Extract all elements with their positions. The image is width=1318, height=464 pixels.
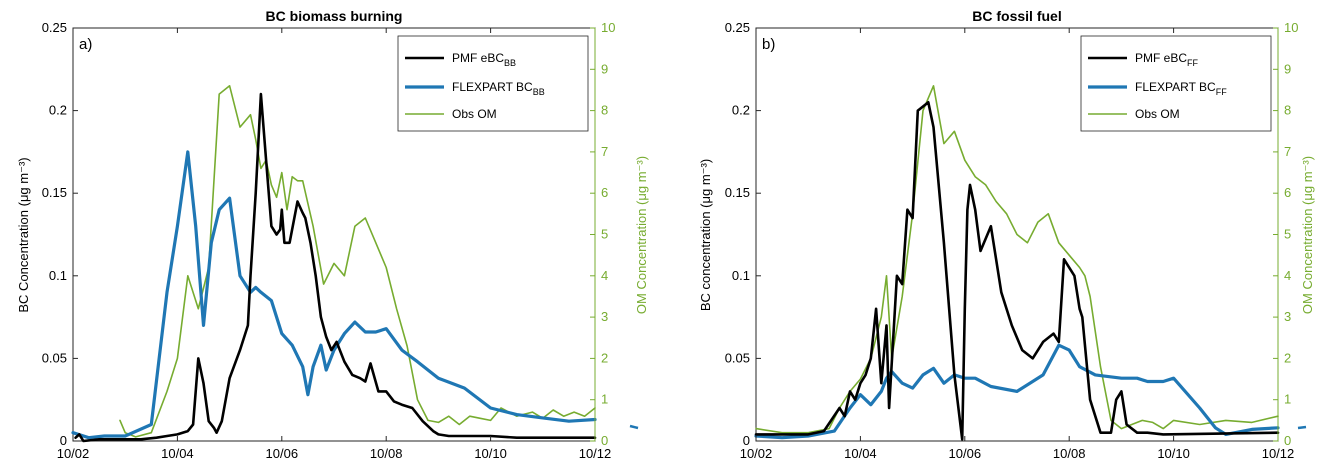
panel-b-y-axis-label: BC concentration (μg m⁻³) xyxy=(698,159,713,311)
panel-a-label: a) xyxy=(79,36,92,53)
panel-a-y-tick-label: 0.05 xyxy=(42,350,67,365)
panel-a-legend-label-flexpart: FLEXPART BCBB xyxy=(452,80,545,97)
panel-a-x-tick-label: 10/06 xyxy=(266,446,299,461)
panel-a-x-tick-label: 10/02 xyxy=(57,446,90,461)
panel-b-y-tick-label: 0.25 xyxy=(725,20,750,35)
panel-a: 10/02 10/04 10/06 10/08 10/10 10/12 00.050.10… xyxy=(16,8,649,461)
panel-b-legend-box xyxy=(1080,35,1272,132)
panel-b-y-tick-label: 0.05 xyxy=(725,350,750,365)
panel-a-y2-tick-label: 0 xyxy=(601,433,608,448)
panel-b-y2-tick-label: 6 xyxy=(1284,185,1291,200)
panel-b-x-tick-label: 10/12 xyxy=(1262,446,1295,461)
panel-b-x-tick-label: 10/08 xyxy=(1053,446,1086,461)
panel-a-title: BC biomass burning xyxy=(266,8,403,24)
panel-a-series-flexpart-bc xyxy=(71,150,597,440)
panel-a-y-ticks: 0 0.05 0.1 0.15 0.2 0.25 xyxy=(42,20,78,448)
panel-b-x-tick-label: 10/04 xyxy=(844,446,877,461)
panel-b-y2-axis-label: OM Concentration (μg m⁻³) xyxy=(1300,156,1315,314)
panel-a-legend: PMF eBCBB FLEXPART BCBB Obs OM xyxy=(397,35,589,132)
panel-b: 10/02 10/04 10/06 10/08 10/10 10/12 00.050.10… xyxy=(698,8,1315,461)
panel-b-y2-tick-label: 1 xyxy=(1284,392,1291,407)
panel-a-y2-axis-label: OM Concentration (μg m⁻³) xyxy=(634,156,649,314)
panel-b-y-tick-label: 0 xyxy=(743,433,750,448)
panel-b-x-tick-label: 10/06 xyxy=(949,446,982,461)
panel-b-y-tick-label: 0.2 xyxy=(732,103,750,118)
panel-a-y-tick-label: 0.1 xyxy=(49,268,67,283)
panel-a-legend-label-obs: Obs OM xyxy=(452,107,497,121)
panel-b-legend-label-obs: Obs OM xyxy=(1135,107,1180,121)
panel-b-x-tick-label: 10/10 xyxy=(1157,446,1190,461)
panel-a-y2-tick-label: 2 xyxy=(601,350,608,365)
panel-a-series-pmf-ebc xyxy=(74,92,597,443)
panel-a-x-ticks: 10/02 10/04 10/06 10/08 10/10 10/12 xyxy=(57,28,612,461)
panel-a-y-tick-label: 0.15 xyxy=(42,185,67,200)
panel-b-y2-tick-label: 5 xyxy=(1284,227,1291,242)
panel-a-y2-tick-label: 7 xyxy=(601,144,608,159)
panel-a-y2-tick-label: 8 xyxy=(601,103,608,118)
panel-b-label: b) xyxy=(762,36,775,53)
panel-a-y-axis-label: BC Concentration (μg m⁻³) xyxy=(16,157,31,312)
panel-b-y2-tick-label: 8 xyxy=(1284,103,1291,118)
panel-a-x-tick-label: 10/04 xyxy=(161,446,194,461)
panel-b-y2-tick-label: 7 xyxy=(1284,144,1291,159)
panel-b-y2-tick-label: 9 xyxy=(1284,61,1291,76)
panel-a-y2-tick-label: 9 xyxy=(601,61,608,76)
panel-a-y2-tick-label: 5 xyxy=(601,227,608,242)
panel-a-series xyxy=(71,85,597,443)
panel-b-y2-tick-label: 10 xyxy=(1284,20,1298,35)
panel-b-title: BC fossil fuel xyxy=(972,8,1061,24)
panel-b-y2-tick-label: 0 xyxy=(1284,433,1291,448)
panel-b-y-tick-label: 0.1 xyxy=(732,268,750,283)
panel-b-y-tick-label: 0.15 xyxy=(725,185,750,200)
panel-b-y2-tick-label: 2 xyxy=(1284,350,1291,365)
panel-b-series-flexpart-bc xyxy=(754,343,1280,440)
panel-b-series xyxy=(754,85,1280,441)
panel-a-y2-tick-label: 4 xyxy=(601,268,608,283)
panel-a-stray-mark xyxy=(629,424,639,430)
panel-b-x-tick-label: 10/02 xyxy=(740,446,773,461)
panel-b-legend-label-pmf: PMF eBCFF xyxy=(1135,51,1199,68)
panel-a-y2-tick-label: 3 xyxy=(601,309,608,324)
panel-b-y2-ticks: 0 1 2 3 4 5 6 7 8 9 10 xyxy=(1273,20,1298,448)
panel-b-series-pmf-ebc xyxy=(754,101,1280,441)
panel-a-y2-tick-label: 6 xyxy=(601,185,608,200)
panel-a-x-tick-label: 10/12 xyxy=(579,446,612,461)
panel-a-y2-ticks: 0 1 2 3 4 5 6 7 8 9 10 xyxy=(590,20,615,448)
panel-b-y2-tick-label: 3 xyxy=(1284,309,1291,324)
panel-a-y2-tick-label: 10 xyxy=(601,20,615,35)
panel-a-x-tick-label: 10/08 xyxy=(370,446,403,461)
panel-b-legend-label-flexpart: FLEXPART BCFF xyxy=(1135,80,1227,97)
panel-b-stray-mark xyxy=(1297,425,1307,430)
panel-a-x-tick-label: 10/10 xyxy=(474,446,507,461)
panel-a-y-tick-label: 0 xyxy=(60,433,67,448)
panel-a-legend-box xyxy=(397,35,589,132)
panel-a-y-tick-label: 0.2 xyxy=(49,103,67,118)
panel-a-y-tick-label: 0.25 xyxy=(42,20,67,35)
panel-b-y-ticks: 0 0.05 0.1 0.15 0.2 0.25 xyxy=(725,20,761,448)
panel-b-y2-tick-label: 4 xyxy=(1284,268,1291,283)
panel-b-legend: PMF eBCFF FLEXPART BCFF Obs OM xyxy=(1080,35,1272,132)
panel-a-y2-tick-label: 1 xyxy=(601,392,608,407)
panel-b-x-ticks: 10/02 10/04 10/06 10/08 10/10 10/12 xyxy=(740,28,1295,461)
panel-a-legend-label-pmf: PMF eBCBB xyxy=(452,51,516,68)
